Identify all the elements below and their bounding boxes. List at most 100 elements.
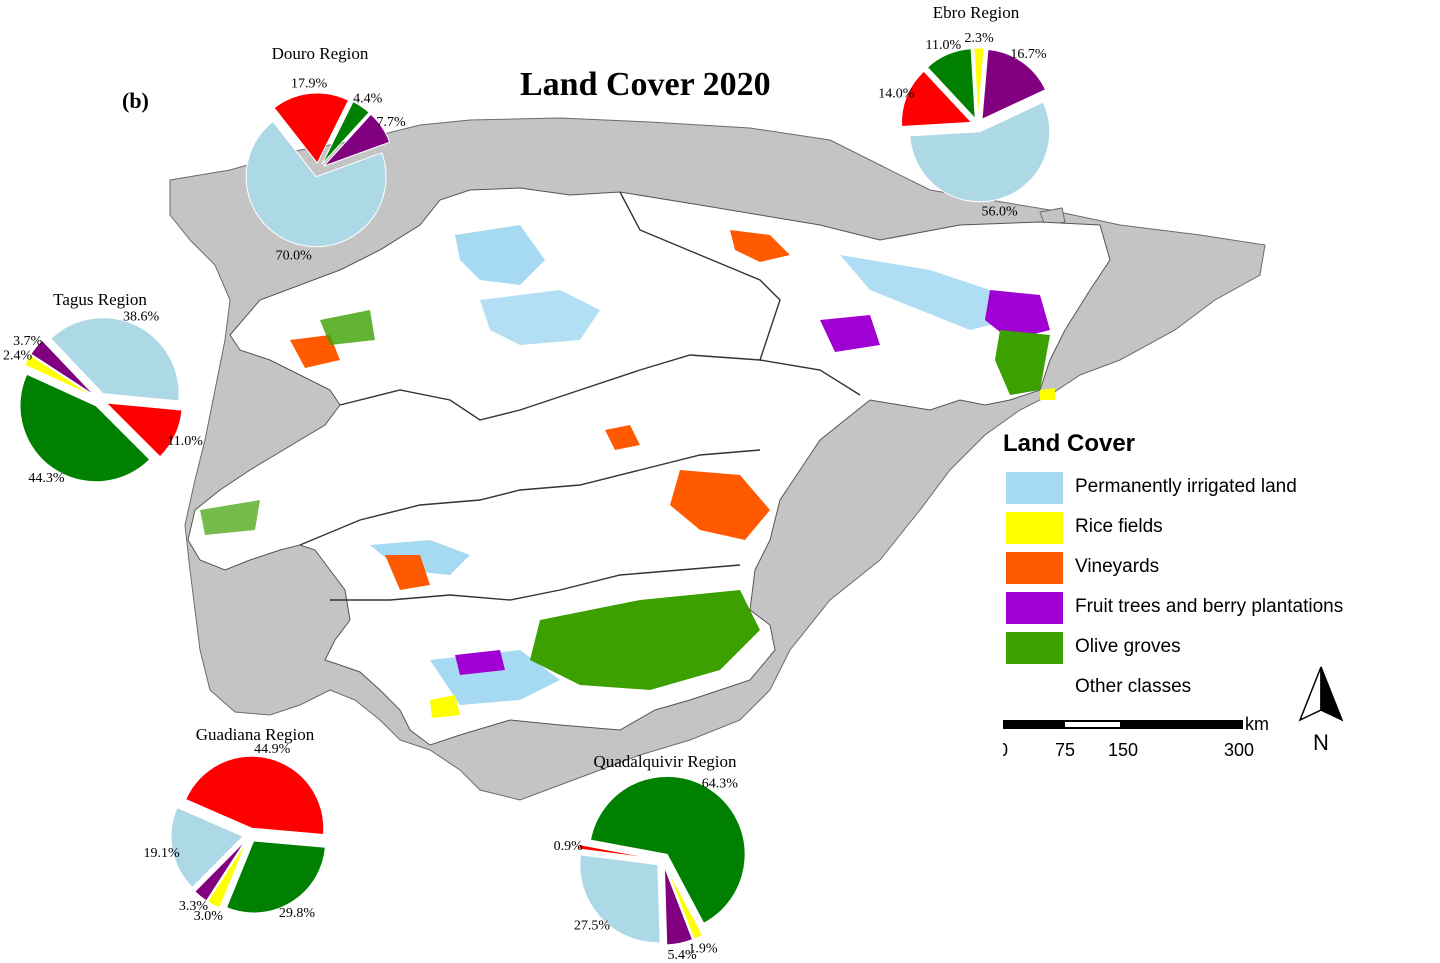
legend-swatch: [1006, 592, 1063, 624]
rice-patch: [1040, 388, 1055, 400]
scale-tick-label: 150: [1108, 740, 1138, 760]
legend-label: Other classes: [1075, 676, 1192, 697]
pie-slice: [323, 113, 391, 167]
pie-value-label: 38.6%: [123, 309, 160, 324]
rice-patches: [430, 388, 1055, 718]
legend-swatch: [1006, 472, 1063, 504]
pie-value-label: 44.9%: [254, 742, 291, 757]
irrigated-patch: [480, 290, 600, 345]
pie-chart: 56.0% 14.0% 11.0% 2.3% 16.7% Ebro Region: [878, 3, 1051, 219]
pie-slice: [981, 48, 1047, 121]
north-arrow: N: [1298, 666, 1344, 755]
pie-value-label: 44.3%: [28, 471, 65, 486]
pie-value-label: 70.0%: [276, 249, 313, 264]
legend-item-rice: Rice fields: [1003, 510, 1403, 550]
pie-value-label: 11.0%: [167, 434, 203, 449]
scale-tick-label: 300: [1224, 740, 1254, 760]
pie-title: Quadalquivir Region: [593, 752, 737, 771]
pie-slice: [206, 840, 248, 909]
map-title: Land Cover 2020: [520, 66, 771, 103]
rice-patch: [430, 695, 460, 718]
vineyard-patch: [605, 425, 640, 450]
olive-patches: [200, 310, 1050, 690]
basin-boundary-douro-ebro: [619, 191, 781, 361]
pie-value-label: 17.9%: [291, 76, 328, 91]
scale-tick-label: 0: [1003, 740, 1008, 760]
pie-slice: [589, 775, 746, 924]
legend-item-irrigated: Permanently irrigated land: [1003, 470, 1403, 510]
legend-label: Olive groves: [1075, 636, 1181, 657]
pie-value-label: 27.5%: [574, 919, 611, 934]
pie-value-label: 3.0%: [194, 909, 224, 924]
scale-tick-label: 75: [1055, 740, 1075, 760]
basin-boundary-tagus-guadiana: [299, 449, 761, 546]
pie-value-label: 0.9%: [554, 839, 584, 854]
pie-value-label: 16.7%: [1010, 47, 1047, 62]
pie-slice: [578, 844, 657, 860]
legend-item-fruit: Fruit trees and berry plantations: [1003, 590, 1403, 630]
legend-swatch: [1006, 552, 1063, 584]
pie-value-label: 64.3%: [702, 777, 739, 792]
pie-chart: 44.3% 2.4%3.7% 38.6% 11.0% Tagus Region: [3, 290, 203, 486]
pie-slice: [24, 354, 95, 398]
pie-slice: [663, 866, 694, 946]
basin-boundary-guadiana-guadalquivir: [330, 564, 741, 601]
legend-label: Rice fields: [1075, 516, 1163, 537]
legend-label: Fruit trees and berry plantations: [1075, 596, 1344, 617]
vineyard-patch: [290, 335, 340, 368]
scale-unit: km: [1245, 716, 1269, 734]
scale-bar: km 0 75 150 300: [1003, 716, 1269, 760]
pie-slice: [973, 47, 985, 119]
north-label: N: [1313, 730, 1329, 755]
vineyard-patches: [290, 230, 790, 590]
pie-slice: [170, 806, 244, 889]
pie-slice: [321, 100, 370, 165]
legend-swatch: [1006, 512, 1063, 544]
vineyard-patch: [670, 470, 770, 540]
pie-title: Guadiana Region: [196, 725, 315, 744]
pie-slice: [185, 755, 325, 836]
pie-slice: [194, 840, 247, 902]
panel-label: (b): [122, 88, 149, 113]
pie-chart: 29.8% 3.0%3.3% 19.1% 44.9%Guadiana Region: [144, 725, 326, 924]
fruit-patch: [820, 315, 880, 352]
pie-title: Douro Region: [272, 44, 369, 63]
pie-value-label: 3.7%: [13, 334, 43, 349]
pie-value-label: 11.0%: [926, 38, 962, 53]
legend-item-vineyards: Vineyards: [1003, 550, 1403, 590]
study-area: [187, 187, 1111, 746]
vineyard-patch: [730, 230, 790, 262]
pie-value-label: 14.0%: [878, 86, 915, 101]
olive-patch: [530, 590, 760, 690]
pie-slice: [909, 101, 1051, 203]
olive-patch: [320, 310, 375, 345]
olive-patch: [995, 330, 1050, 395]
pie-slice: [19, 373, 151, 483]
scale-bar-body: [1003, 720, 1243, 729]
pie-slice: [30, 339, 95, 396]
pie-value-label: 5.4%: [667, 948, 697, 963]
scale-bar-segment: [1065, 722, 1120, 727]
olive-patch: [200, 500, 260, 535]
north-arrow-right: [1320, 666, 1344, 722]
legend: Land Cover Permanently irrigated land Ri…: [1003, 430, 1403, 710]
fruit-patch: [455, 650, 505, 675]
pie-slice: [926, 48, 976, 120]
irrigated-patch: [455, 225, 545, 285]
pie-chart: 1.9%5.4% 27.5% 0.9% 64.3% Quadalquivir Regio…: [554, 752, 746, 963]
legend-title: Land Cover: [1003, 430, 1136, 457]
pie-slice: [273, 92, 350, 164]
legend-swatch: [1006, 672, 1063, 704]
pie-charts-layer: 70.0% 17.9% 4.4% 7.7% Douro Region 56.0% 14.0%…: [3, 3, 1051, 963]
pie-title: Ebro Region: [933, 3, 1020, 22]
basin-boundary-douro-tagus: [339, 354, 861, 421]
legend-label: Permanently irrigated land: [1075, 476, 1297, 497]
pie-value-label: 2.4%: [3, 349, 33, 364]
pie-title: Tagus Region: [53, 290, 147, 309]
legend-label: Vineyards: [1075, 556, 1160, 577]
pie-value-label: 56.0%: [982, 204, 1019, 219]
pie-value-label: 7.7%: [376, 115, 406, 130]
pie-value-label: 3.3%: [179, 899, 209, 914]
